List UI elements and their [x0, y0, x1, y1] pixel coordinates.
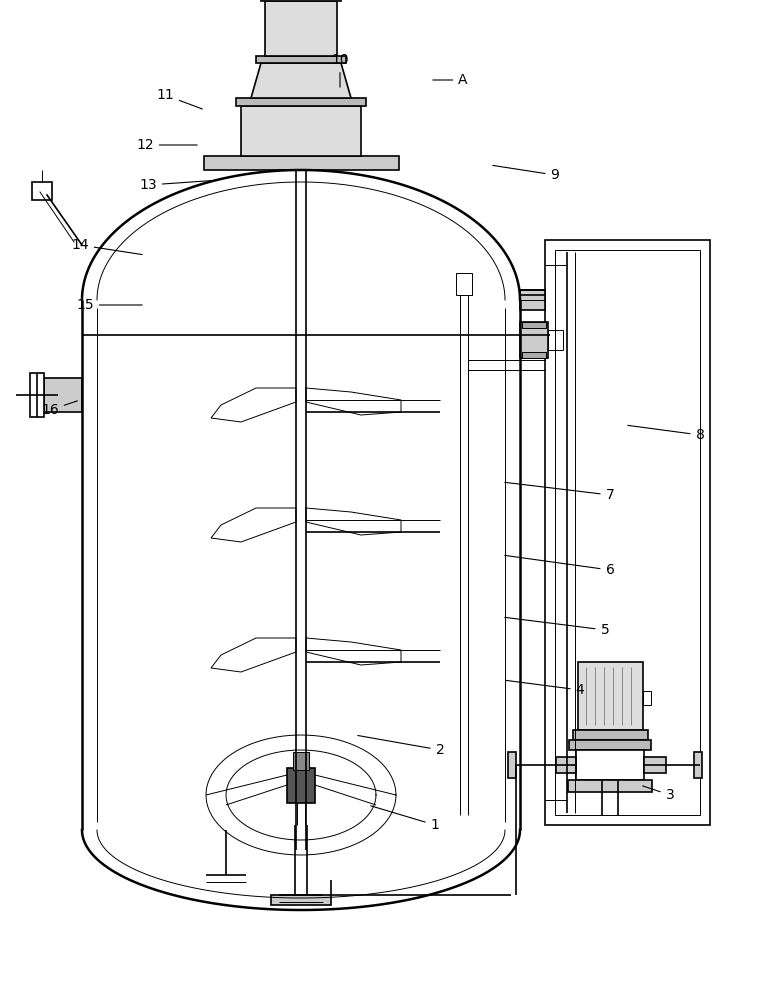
Bar — [456, 273, 472, 295]
Text: 9: 9 — [493, 165, 559, 182]
Bar — [271, 895, 331, 905]
Bar — [569, 740, 651, 750]
Bar — [694, 752, 702, 778]
Bar — [204, 156, 398, 170]
Polygon shape — [211, 388, 296, 422]
Text: 5: 5 — [505, 617, 610, 637]
Bar — [520, 290, 545, 310]
Text: 15: 15 — [76, 298, 142, 312]
Bar — [32, 182, 52, 200]
Bar — [545, 240, 710, 825]
Text: 10: 10 — [331, 53, 349, 87]
Bar — [44, 378, 82, 412]
Polygon shape — [211, 508, 296, 542]
Text: 11: 11 — [156, 88, 202, 109]
Bar — [236, 98, 366, 106]
Bar — [287, 768, 315, 803]
Bar — [556, 757, 576, 773]
Text: 1: 1 — [371, 806, 439, 832]
Bar — [555, 250, 700, 815]
Bar — [642, 691, 651, 705]
Bar — [520, 322, 548, 358]
Bar — [522, 322, 546, 328]
Polygon shape — [251, 63, 351, 98]
Bar — [508, 752, 516, 778]
Text: 12: 12 — [136, 138, 197, 152]
Bar — [576, 750, 644, 780]
Bar — [522, 352, 546, 358]
Bar — [30, 373, 44, 417]
Bar — [578, 662, 642, 730]
Bar — [241, 106, 361, 156]
Text: 8: 8 — [628, 425, 704, 442]
Polygon shape — [306, 638, 401, 665]
Text: 2: 2 — [358, 735, 444, 757]
Bar — [261, 0, 341, 1]
Text: 13: 13 — [139, 178, 217, 192]
Text: 4: 4 — [506, 680, 584, 697]
Text: 6: 6 — [505, 555, 614, 577]
Text: 16: 16 — [41, 401, 77, 417]
Text: A: A — [433, 73, 468, 87]
Bar — [256, 56, 346, 63]
Bar — [644, 757, 666, 773]
Bar — [293, 752, 309, 770]
Bar — [548, 330, 563, 350]
Bar — [568, 780, 652, 792]
Bar — [572, 730, 648, 740]
Polygon shape — [306, 388, 401, 415]
Polygon shape — [306, 508, 401, 535]
Text: 14: 14 — [71, 238, 142, 255]
Text: 7: 7 — [505, 482, 614, 502]
Bar — [265, 1, 337, 56]
Text: 3: 3 — [642, 786, 674, 802]
Polygon shape — [211, 638, 296, 672]
